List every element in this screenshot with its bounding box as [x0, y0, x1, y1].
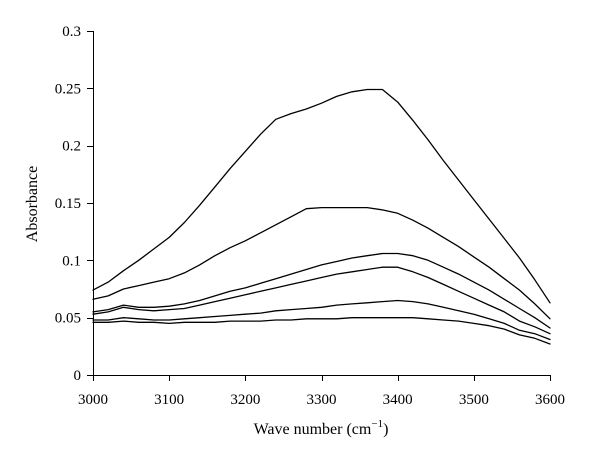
series-line-3	[92, 252, 551, 329]
x-tick-label: 3600	[535, 392, 565, 408]
series-line-6	[92, 317, 551, 345]
x-axis-title: Wave number (cm−1)	[254, 418, 389, 438]
y-tick-label: 0	[74, 368, 82, 384]
x-axis-title-main: Wave number (cm	[254, 421, 372, 438]
x-tick-label: 3300	[307, 392, 337, 408]
y-tick-label: 0.05	[55, 311, 81, 327]
x-tick-label: 3200	[230, 392, 260, 408]
x-axis-title-close: )	[383, 421, 388, 438]
series-lines	[92, 88, 551, 345]
x-axis-ticks: 3000 3100 3200 3300 3400 3500 3600	[78, 375, 565, 408]
x-tick-label: 3500	[459, 392, 489, 408]
series-line-2	[92, 206, 551, 320]
x-axis-title-superscript: −1	[371, 418, 383, 430]
y-axis-ticks: 0 0.05 0.1 0.15 0.2 0.25 0.3	[55, 24, 93, 384]
y-tick-label: 0.3	[62, 24, 81, 40]
y-tick-label: 0.1	[62, 253, 81, 269]
x-tick-label: 3100	[154, 392, 184, 408]
y-tick-label: 0.15	[55, 196, 81, 212]
series-line-4	[92, 266, 551, 335]
x-tick-label: 3400	[383, 392, 413, 408]
y-tick-label: 0.25	[55, 81, 81, 97]
y-tick-label: 0.2	[62, 139, 81, 155]
series-line-1	[92, 88, 551, 304]
y-axis-title: Absorbance	[24, 166, 41, 242]
x-tick-label: 3000	[78, 392, 108, 408]
series-line-5	[92, 299, 551, 341]
